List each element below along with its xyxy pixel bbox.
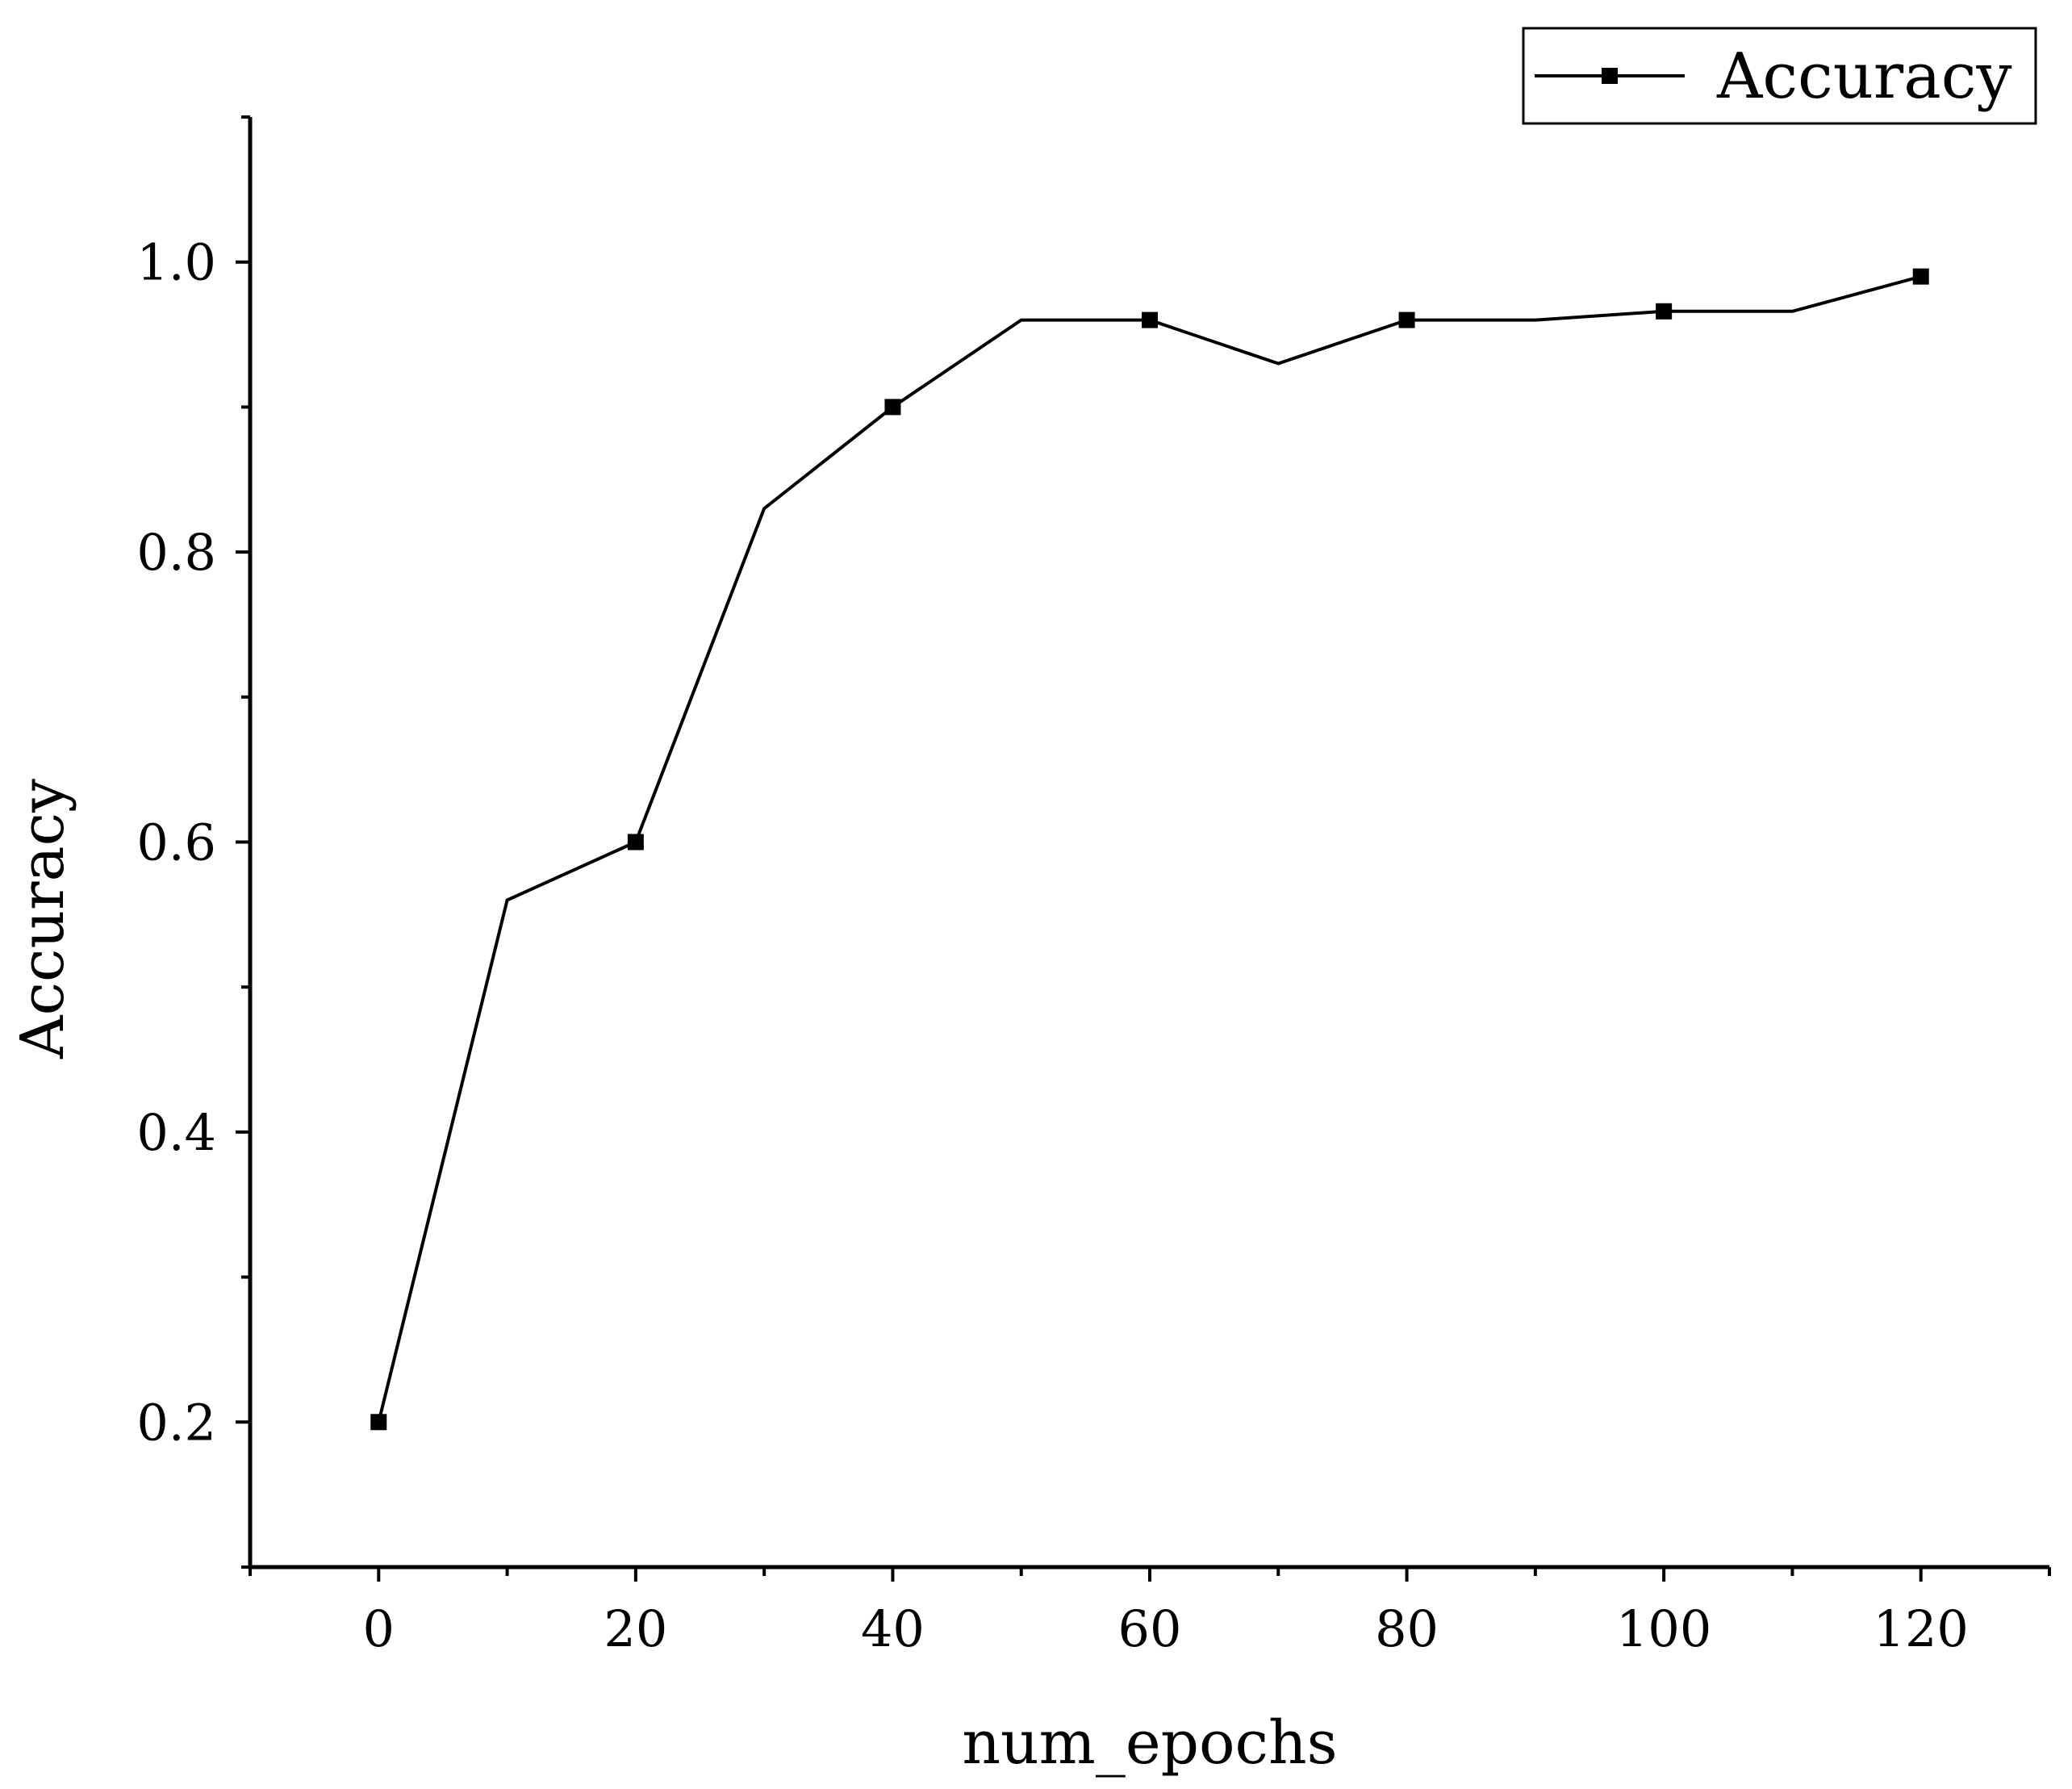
legend: Accuracy: [1522, 27, 2037, 125]
x-tick-label: 20: [604, 1599, 667, 1658]
x-tick-label: 120: [1874, 1599, 1969, 1658]
x-axis-title: num_epochs: [962, 1708, 1337, 1778]
legend-label: Accuracy: [1716, 40, 2011, 113]
data-point-marker: [370, 1414, 387, 1431]
y-tick-label: 0.4: [136, 1103, 216, 1162]
data-point-marker: [1656, 303, 1673, 320]
y-axis-title: Accuracy: [8, 779, 77, 1060]
x-tick-label: 100: [1616, 1599, 1711, 1658]
y-tick-label: 0.2: [136, 1393, 216, 1452]
axes: [248, 117, 2049, 1570]
legend-marker: [1602, 68, 1618, 84]
data-point-marker: [627, 834, 644, 851]
series-layer: [370, 268, 1929, 1431]
series-line: [377, 274, 1922, 1423]
x-tick-label: 80: [1375, 1599, 1439, 1658]
data-point-marker: [1912, 268, 1929, 285]
y-tick-label: 1.0: [136, 233, 216, 292]
y-axis-ticks: 0.2 0.4 0.6 0.8 1.0: [136, 115, 250, 1569]
x-tick-label: 40: [861, 1599, 925, 1658]
x-tick-label: 0: [363, 1599, 395, 1658]
data-point-marker: [1142, 311, 1158, 328]
y-tick-label: 0.8: [136, 523, 216, 582]
data-point-marker: [884, 399, 901, 416]
y-tick-label: 0.6: [136, 813, 216, 872]
x-axis-ticks: 0 20 40 60 80 100 120: [249, 1567, 2051, 1658]
x-tick-label: 60: [1118, 1599, 1182, 1658]
data-point-marker: [1398, 311, 1415, 328]
